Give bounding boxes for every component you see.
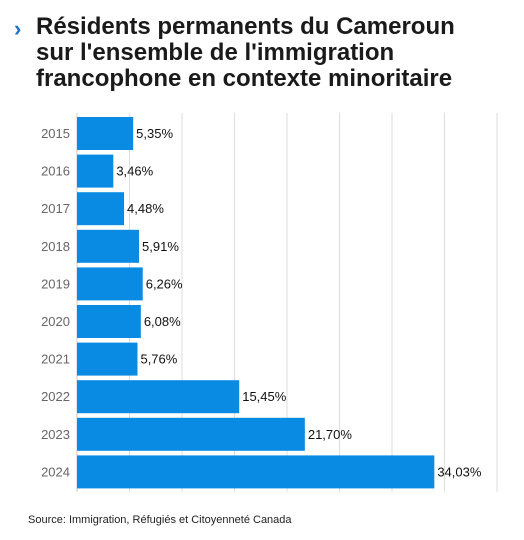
bar-2017 bbox=[77, 192, 125, 226]
bar-2021 bbox=[77, 342, 138, 376]
data-label-2023: 21,70% bbox=[308, 427, 353, 442]
tick-label-2020: 2020 bbox=[41, 314, 70, 329]
data-label-2018: 5,91% bbox=[142, 239, 179, 254]
tick-label-2022: 2022 bbox=[41, 389, 70, 404]
tick-label-2019: 2019 bbox=[41, 276, 70, 291]
bar-2016 bbox=[77, 154, 114, 188]
tick-label-2023: 2023 bbox=[41, 427, 70, 442]
bar-2019 bbox=[77, 267, 143, 301]
tick-label-2016: 2016 bbox=[41, 164, 70, 179]
tick-label-2021: 2021 bbox=[41, 352, 70, 367]
tick-label-2017: 2017 bbox=[41, 201, 70, 216]
chevron-right-icon: › bbox=[14, 16, 22, 41]
bar-2024 bbox=[77, 455, 435, 489]
data-label-2017: 4,48% bbox=[127, 201, 164, 216]
data-label-2020: 6,08% bbox=[144, 314, 181, 329]
chart-title-line-1: Résidents permanents du Cameroun bbox=[36, 13, 455, 40]
data-label-2016: 3,46% bbox=[116, 164, 153, 179]
category-tick-labels: 2015 2016 2017 2018 2019 2020 2021 2022 2023 2024 bbox=[41, 126, 70, 479]
bar-2022 bbox=[77, 380, 240, 414]
data-label-2015: 5,35% bbox=[136, 126, 173, 141]
tick-label-2015: 2015 bbox=[41, 126, 70, 141]
bar-2015 bbox=[77, 117, 134, 150]
tick-label-2024: 2024 bbox=[41, 464, 70, 479]
chart-title-line-3: francophone en contexte minoritaire bbox=[36, 65, 453, 92]
bar-2023 bbox=[77, 417, 305, 451]
bar-2020 bbox=[77, 305, 141, 338]
bar-2018 bbox=[77, 229, 140, 263]
data-label-2021: 5,76% bbox=[140, 352, 177, 367]
data-label-2024: 34,03% bbox=[437, 464, 482, 479]
bars bbox=[77, 117, 435, 489]
chart-title-line-2: sur l'ensemble de l'immigration bbox=[36, 39, 395, 66]
source-note: Source: Immigration, Réfugiés et Citoyen… bbox=[28, 514, 292, 526]
data-label-2022: 15,45% bbox=[242, 389, 287, 404]
tick-label-2018: 2018 bbox=[41, 239, 70, 254]
data-labels: 5,35% 3,46% 4,48% 5,91% 6,26% 6,08% 5,76% 15,45… bbox=[116, 126, 482, 479]
data-label-2019: 6,26% bbox=[146, 276, 183, 291]
chart-title: › Résidents permanents du Cameroun sur l… bbox=[14, 14, 514, 92]
